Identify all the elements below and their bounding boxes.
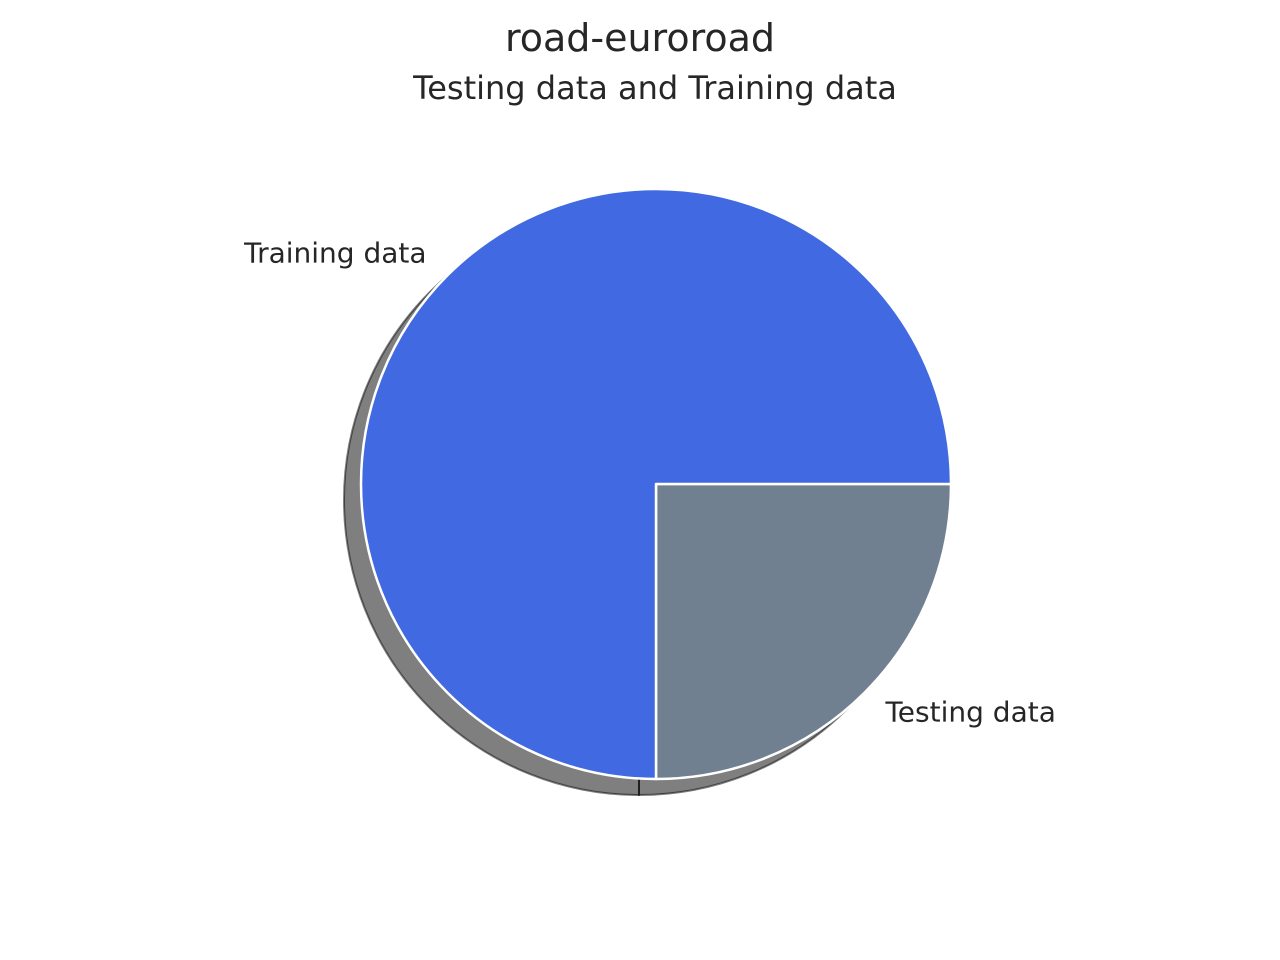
pie-label-testing-data: Testing data <box>884 695 1055 728</box>
chart-title: road-euroroad <box>504 16 776 60</box>
pie-slice-training-data <box>359 187 953 781</box>
pie-slices <box>359 187 953 781</box>
pie-labels: Testing data Training data <box>243 237 1056 729</box>
pie-slice-testing-data <box>654 482 953 781</box>
pie-label-training-data: Training data <box>243 237 426 270</box>
chart-subtitle: Testing data and Training data <box>413 69 897 107</box>
